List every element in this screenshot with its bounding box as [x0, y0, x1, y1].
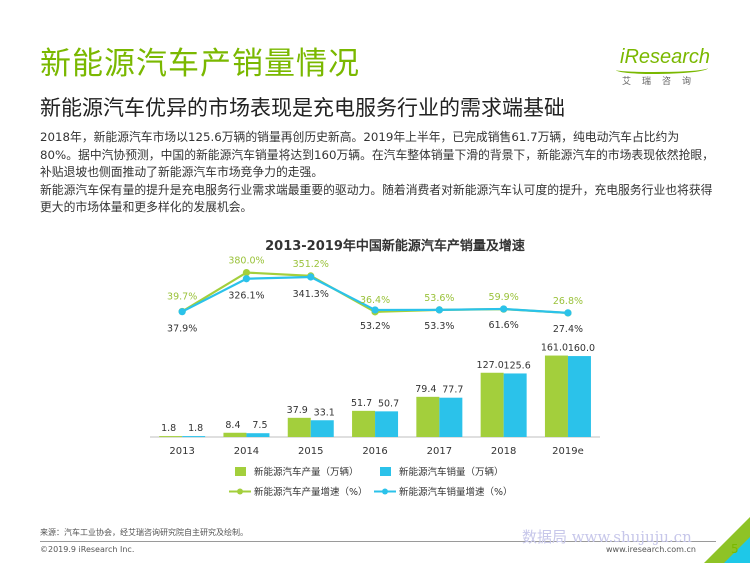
- line-label-sales-2014: 326.1%: [228, 291, 264, 302]
- legend-label-1: 新能源汽车销量（万辆）: [399, 466, 504, 478]
- bar-label-production-2018: 127.0: [477, 360, 504, 371]
- bar-label-production-2013: 1.8: [161, 423, 176, 434]
- bar-label-production-2015: 37.9: [287, 405, 308, 416]
- bar-label-sales-2017: 77.7: [442, 385, 463, 396]
- bar-label-sales-2018: 125.6: [504, 360, 531, 371]
- bar-label-production-2014: 8.4: [225, 420, 240, 431]
- logo-tagline: 艾瑞咨询: [622, 77, 703, 87]
- line-label-sales-2017: 53.3%: [424, 321, 454, 332]
- page-number: 5: [731, 542, 739, 556]
- bar-label-production-2017: 79.4: [415, 384, 436, 395]
- copyright: ©2019.9 iResearch Inc.: [40, 545, 135, 554]
- body-text: 2018年，新能源汽车市场以125.6万辆的销量再创历史新高。2019年上半年，…: [40, 129, 716, 217]
- point-production-growth-2014: [242, 268, 251, 277]
- line-label-sales-2013: 37.9%: [167, 324, 197, 335]
- bar-sales-2014: [246, 433, 270, 437]
- point-sales-growth-2013: [178, 308, 186, 316]
- legend-label-3: 新能源汽车销量增速（%）: [399, 486, 513, 498]
- line-label-production-2016: 36.4%: [360, 295, 390, 306]
- x-tick-2019e: 2019e: [552, 446, 584, 457]
- bar-sales-2019e: [567, 356, 591, 437]
- source-note: 来源：汽车工业协会，经艾瑞咨询研究院自主研究及绘制。: [40, 528, 248, 537]
- line-label-production-2017: 53.6%: [424, 293, 454, 304]
- bar-sales-2015: [310, 420, 334, 437]
- x-tick-2018: 2018: [491, 446, 516, 457]
- bar-production-2016: [352, 410, 376, 437]
- watermark: 数据局 www.shujuju.cn: [522, 528, 692, 546]
- sales-chart: 2013-2019年中国新能源汽车产销量及增速 1.8 8.4 37.9 51.7 79…: [150, 238, 600, 498]
- x-tick-2015: 2015: [298, 446, 323, 457]
- footer-divider: [40, 541, 716, 542]
- x-tick-2016: 2016: [362, 446, 387, 457]
- line-label-sales-2016: 53.2%: [360, 321, 390, 332]
- x-tick-2014: 2014: [234, 446, 259, 457]
- point-sales-growth-2017: [435, 306, 443, 314]
- bar-label-sales-2019e: 160.0: [568, 343, 595, 354]
- bar-production-2014: [223, 432, 247, 437]
- bar-production-2019e: [544, 355, 568, 437]
- legend-swatch-0: [235, 467, 246, 476]
- bar-label-sales-2013: 1.8: [188, 423, 203, 434]
- legend-marker-2: [237, 488, 243, 495]
- bar-label-sales-2014: 7.5: [252, 420, 267, 431]
- page-title: 新能源汽车产销量情况: [40, 46, 360, 82]
- bar-sales-2013: [182, 436, 206, 438]
- page-subtitle: 新能源汽车优异的市场表现是充电服务行业的需求端基础: [40, 96, 565, 120]
- legend-label-0: 新能源汽车产量（万辆）: [254, 466, 359, 478]
- point-sales-growth-2014: [242, 275, 251, 283]
- legend-label-2: 新能源汽车产量增速（%）: [254, 486, 368, 498]
- line-label-sales-2018: 61.6%: [489, 320, 519, 331]
- logo-word: iResearch: [620, 46, 711, 68]
- bar-sales-2016: [375, 411, 399, 437]
- bar-production-2015: [287, 417, 311, 437]
- legend-swatch-1: [380, 467, 391, 476]
- point-sales-growth-2018: [500, 305, 508, 313]
- website-url: www.iresearch.com.cn: [606, 545, 696, 554]
- chart-title: 2013-2019年中国新能源汽车产销量及增速: [265, 238, 525, 254]
- bar-label-production-2019e: 161.0: [541, 343, 568, 354]
- iresearch-logo: iResearch 艾瑞咨询: [616, 44, 716, 87]
- logo-swoosh-icon: [616, 64, 708, 74]
- corner-decoration-accent: [724, 537, 750, 563]
- bar-label-sales-2015: 33.1: [314, 407, 335, 418]
- bar-sales-2018: [503, 373, 527, 437]
- bar-production-2018: [480, 372, 504, 437]
- paragraph-2: 新能源汽车保有量的提升是充电服务行业需求端最重要的驱动力。随着消费者对新能源汽车…: [40, 182, 713, 215]
- line-label-production-2013: 39.7%: [167, 291, 197, 302]
- legend-marker-3: [382, 488, 388, 495]
- line-label-production-2014: 380.0%: [228, 256, 264, 267]
- bar-sales-2017: [439, 397, 463, 437]
- point-sales-growth-2019e: [564, 309, 572, 317]
- bar-label-production-2016: 51.7: [351, 398, 372, 409]
- line-label-production-2019e: 26.8%: [553, 296, 583, 307]
- line-label-sales-2015: 341.3%: [293, 289, 329, 300]
- x-tick-2017: 2017: [427, 446, 452, 457]
- point-sales-growth-2015: [307, 273, 315, 281]
- line-label-sales-2019e: 27.4%: [553, 324, 583, 335]
- bar-production-2017: [416, 396, 440, 437]
- line-label-production-2018: 59.9%: [489, 292, 519, 303]
- paragraph-1: 2018年，新能源汽车市场以125.6万辆的销量再创历史新高。2019年上半年，…: [40, 130, 714, 179]
- point-sales-growth-2016: [371, 306, 379, 314]
- x-tick-2013: 2013: [169, 446, 194, 457]
- line-label-production-2015: 351.2%: [293, 259, 329, 270]
- bar-production-2013: [159, 436, 183, 438]
- bar-label-sales-2016: 50.7: [378, 398, 399, 409]
